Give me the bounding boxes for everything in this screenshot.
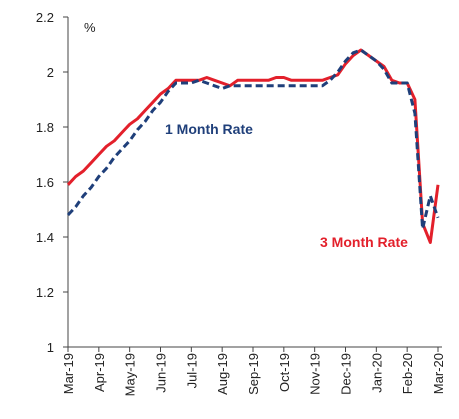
- x-tick-label: Apr-19: [92, 353, 107, 392]
- x-tick-label: Nov-19: [308, 353, 323, 395]
- y-tick-label: 2: [47, 65, 54, 80]
- y-tick-label: 1.2: [36, 285, 54, 300]
- series-line: [66, 48, 440, 244]
- series-label: 1 Month Rate: [165, 121, 253, 137]
- y-tick-label: 1.6: [36, 175, 54, 190]
- y-tick-label: 2.2: [36, 10, 54, 25]
- y-unit-label: %: [84, 20, 96, 35]
- y-tick-label: 1: [47, 340, 54, 355]
- series-label: 3 Month Rate: [320, 234, 408, 250]
- x-tick-label: Jul-19: [184, 353, 199, 388]
- x-tick-label: May-19: [123, 353, 138, 396]
- x-tick-label: Jan-20: [369, 353, 384, 393]
- series-line: [66, 48, 440, 231]
- x-tick-label: Sep-19: [246, 353, 261, 395]
- x-tick-label: Dec-19: [339, 353, 354, 395]
- x-tick-label: Feb-20: [400, 353, 415, 394]
- x-tick-label: Oct-19: [277, 353, 292, 392]
- y-tick-label: 1.8: [36, 120, 54, 135]
- x-tick-label: Jun-19: [154, 353, 169, 393]
- x-tick-label: Mar-20: [431, 353, 446, 394]
- y-tick-label: 1.4: [36, 230, 54, 245]
- x-tick-label: Mar-19: [61, 353, 76, 394]
- x-tick-label: Aug-19: [215, 353, 230, 395]
